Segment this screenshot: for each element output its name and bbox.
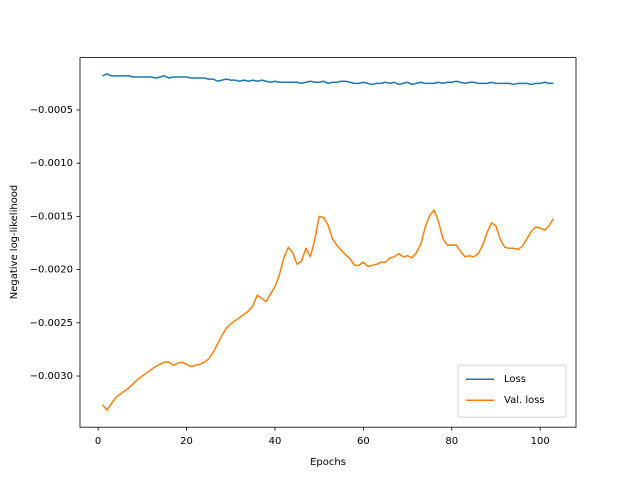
y-tick-label: −0.0015: [30, 211, 73, 222]
y-tick-label: −0.0025: [30, 318, 73, 329]
plot-frame: [79, 57, 577, 428]
legend-label: Val. loss: [504, 395, 545, 406]
y-axis-label: Negative log-likelihood: [9, 185, 20, 300]
line-series: [102, 73, 554, 86]
x-tick-label: 40: [269, 436, 282, 447]
y-tick-label: −0.0020: [30, 265, 73, 276]
y-tick-label: −0.0005: [30, 105, 73, 116]
x-tick-label: 0: [95, 436, 101, 447]
x-tick-label: 60: [357, 436, 370, 447]
x-tick-label: 80: [445, 436, 458, 447]
legend-label: Loss: [504, 374, 526, 385]
line-series: [101, 209, 555, 411]
x-tick-label: 100: [531, 436, 550, 447]
legend-box: [457, 364, 567, 418]
y-tick-label: −0.0030: [30, 371, 73, 382]
x-axis-label: Epochs: [310, 457, 346, 468]
y-tick-label: −0.0010: [30, 158, 73, 169]
x-tick-label: 20: [180, 436, 193, 447]
